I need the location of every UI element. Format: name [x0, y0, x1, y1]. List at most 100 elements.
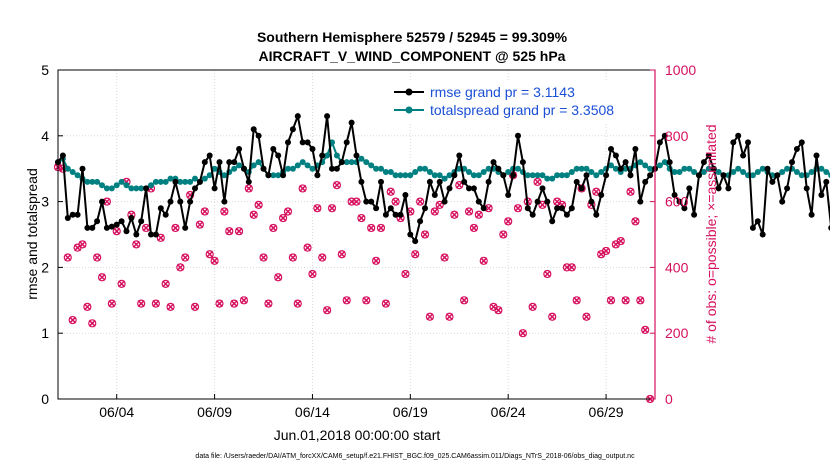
- obs-possible-marker: [469, 223, 479, 233]
- rmse-point: [157, 205, 164, 212]
- rmse-point: [319, 152, 326, 159]
- obs-possible-marker: [401, 269, 410, 279]
- rmse-point: [740, 152, 747, 159]
- totalspread-point: [524, 172, 531, 179]
- rmse-point: [510, 172, 517, 179]
- rmse-point: [622, 159, 629, 166]
- rmse-point: [691, 211, 698, 218]
- totalspread-point: [705, 165, 712, 172]
- totalspread-point: [691, 169, 698, 175]
- obs-possible-marker: [367, 223, 376, 233]
- obs-assimilated-marker: [602, 247, 610, 255]
- obs-assimilated-marker: [245, 184, 253, 192]
- obs-assimilated-marker: [445, 313, 454, 321]
- rmse-point: [172, 178, 179, 185]
- rmse-point: [128, 215, 135, 221]
- rmse-point: [123, 228, 130, 235]
- totalspread-point: [206, 172, 213, 179]
- rmse-point: [784, 185, 791, 192]
- obs-possible-marker: [68, 315, 77, 325]
- totalspread-point: [808, 169, 815, 175]
- obs-possible-marker: [528, 302, 537, 311]
- totalspread-point: [642, 162, 649, 169]
- rmse-point: [103, 224, 110, 231]
- obs-assimilated-marker: [103, 198, 111, 206]
- obs-possible-marker: [567, 263, 576, 272]
- obs-possible-marker: [533, 177, 542, 186]
- rmse-point: [720, 172, 727, 179]
- obs-possible-marker: [592, 187, 601, 196]
- rmse-point: [696, 172, 702, 179]
- totalspread-point: [549, 175, 556, 182]
- rmse-point: [353, 152, 360, 159]
- rmse-point: [524, 205, 531, 212]
- rmse-point: [441, 198, 448, 205]
- rmse-point: [338, 159, 345, 166]
- rmse-point: [608, 146, 614, 152]
- rmse-point: [304, 139, 311, 146]
- totalspread-point: [309, 165, 316, 172]
- data-file-footnote: data file: /Users/raeder/DAI/ATM_forcXX/…: [195, 453, 635, 460]
- rmse-point: [84, 224, 91, 231]
- rmse-point: [823, 178, 830, 185]
- obs-assimilated-marker: [357, 214, 365, 222]
- obs-assimilated-marker: [220, 207, 228, 216]
- totalspread-point: [363, 159, 370, 166]
- rmse-point: [177, 198, 184, 205]
- left-y-tick-label: 3: [41, 194, 49, 210]
- totalspread-point: [118, 178, 125, 185]
- legend-rmse-marker: [405, 88, 413, 96]
- rmse-point: [373, 205, 380, 212]
- rmse-point: [470, 185, 477, 192]
- left-y-tick-label: 1: [41, 325, 49, 341]
- rmse-point: [216, 159, 223, 166]
- obs-possible-marker: [474, 210, 483, 219]
- x-axis-ticks: 06/04 06/09 06/14 06/19 06/24 06/29: [99, 394, 624, 420]
- obs-assimilated-marker: [411, 250, 419, 258]
- right-y-tick-label: 600: [665, 194, 689, 210]
- rmse-point: [231, 159, 238, 166]
- obs-possible-marker: [254, 200, 263, 209]
- obs-assimilated-marker: [421, 230, 429, 239]
- obs-possible-marker: [494, 306, 503, 315]
- rmse-point: [221, 198, 228, 205]
- right-y-tick-label: 0: [665, 391, 673, 407]
- rmse-point: [226, 159, 233, 166]
- obs-assimilated-marker: [441, 253, 449, 262]
- obs-assimilated-marker: [323, 306, 331, 314]
- rmse-point: [138, 218, 145, 225]
- obs-assimilated-marker: [240, 296, 248, 304]
- left-y-tick-label: 2: [41, 259, 49, 275]
- obs-possible-marker: [357, 213, 366, 223]
- obs-possible-marker: [347, 197, 356, 206]
- rmse-point: [745, 139, 751, 146]
- obs-assimilated-marker: [460, 296, 468, 304]
- totalspread-point: [798, 172, 805, 179]
- totalspread-point: [534, 172, 541, 179]
- obs-assimilated-marker: [64, 253, 72, 262]
- obs-assimilated-marker: [167, 303, 175, 311]
- rmse-point: [456, 152, 463, 159]
- totalspread-point: [598, 169, 605, 175]
- obs-possible-marker: [225, 227, 234, 236]
- right-y-tick-label: 800: [665, 128, 689, 144]
- obs-possible-marker: [464, 207, 474, 216]
- obs-assimilated-marker: [211, 257, 219, 265]
- rmse-point: [280, 172, 287, 179]
- totalspread-point: [436, 172, 443, 179]
- obs-assimilated-marker: [69, 316, 77, 324]
- totalspread-point: [289, 165, 296, 172]
- obs-assimilated-marker: [88, 319, 96, 327]
- rmse-point: [333, 165, 340, 172]
- totalspread-point: [568, 169, 575, 175]
- rmse-point: [74, 211, 81, 218]
- obs-assimilated-marker: [631, 217, 639, 225]
- obs-assimilated-marker: [264, 300, 272, 308]
- rmse-point: [236, 146, 243, 152]
- totalspread-point: [358, 155, 365, 162]
- right-y-tick-label: 400: [665, 259, 689, 275]
- rmse-point: [642, 178, 649, 185]
- obs-possible-marker: [166, 302, 175, 311]
- obs-possible-marker: [190, 302, 200, 311]
- rmse-point: [813, 152, 820, 159]
